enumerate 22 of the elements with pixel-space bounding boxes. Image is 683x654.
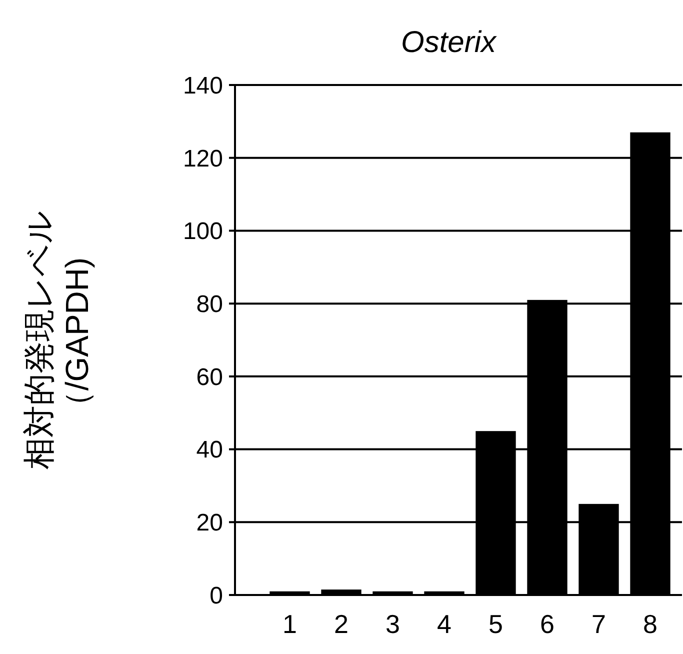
y-tick-label: 60 xyxy=(196,364,223,391)
y-tick-label: 140 xyxy=(182,72,223,100)
bar xyxy=(270,591,310,595)
x-tick-label: 1 xyxy=(282,609,297,639)
x-tick-label: 8 xyxy=(643,609,658,639)
bar xyxy=(321,590,362,595)
y-tick-label: 40 xyxy=(196,436,223,464)
y-tick-label: 100 xyxy=(182,218,223,246)
chart-title: Osterix xyxy=(400,26,497,59)
x-tick-label: 5 xyxy=(488,609,503,639)
y-tick-label: 120 xyxy=(182,145,223,172)
x-tick-label: 2 xyxy=(334,609,348,639)
y-axis-title: 相対的発現レベル（/GAPDH) xyxy=(21,210,95,470)
x-tick-label: 6 xyxy=(540,609,554,639)
y-tick-label: 0 xyxy=(210,582,223,610)
bar xyxy=(424,591,464,595)
x-tick-label: 7 xyxy=(592,609,606,639)
bar xyxy=(372,591,413,595)
y-tick-label: 20 xyxy=(196,510,223,537)
x-tick-label: 3 xyxy=(386,609,400,639)
y-tick-label: 80 xyxy=(196,290,223,318)
x-tick-label: 4 xyxy=(437,609,452,639)
